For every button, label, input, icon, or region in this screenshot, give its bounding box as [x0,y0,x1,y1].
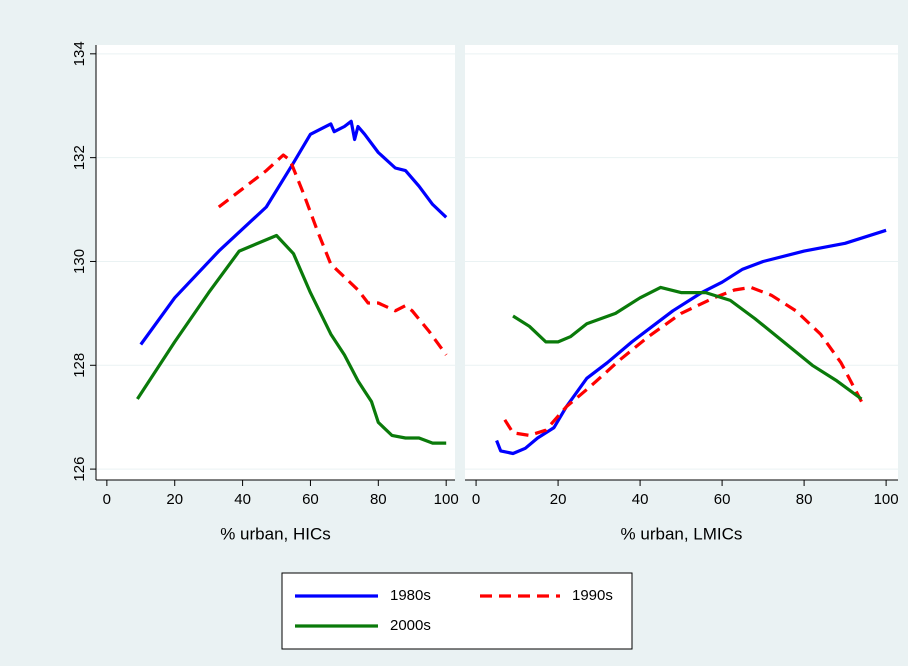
series-line: 2000s [512,285,863,401]
x-tick-label: 80 [370,491,387,508]
y-tick-label: 134 [71,41,88,66]
series-line: 1980s [495,228,887,456]
x-tick-label: 20 [166,491,183,508]
x-tick-label: 60 [714,491,731,508]
y-tick-label: 132 [71,145,88,170]
x-tick-label: 0 [103,491,111,508]
x-tick-label: 100 [874,491,899,508]
series-line: 1980s [139,119,448,346]
series-line: 1990s [503,285,863,437]
y-tick-label: 130 [71,249,88,274]
x-axis-label: % urban, HICs [220,524,331,543]
x-tick-label: 20 [550,491,567,508]
plot-area [96,45,455,480]
legend-label: 1990s [572,587,613,604]
y-tick-label: 126 [71,457,88,482]
x-tick-label: 80 [796,491,813,508]
legend [281,572,633,650]
series-line: 2000s [136,233,447,445]
x-axis-label: % urban, LMICs [621,524,743,543]
x-tick-label: 60 [302,491,319,508]
x-tick-label: 40 [234,491,251,508]
plot-area [465,45,898,480]
legend-label: 2000s [390,617,431,634]
x-tick-label: 0 [472,491,480,508]
legend-label: 1980s [390,587,431,604]
x-tick-label: 40 [632,491,649,508]
x-tick-label: 100 [434,491,459,508]
y-tick-label: 128 [71,353,88,378]
